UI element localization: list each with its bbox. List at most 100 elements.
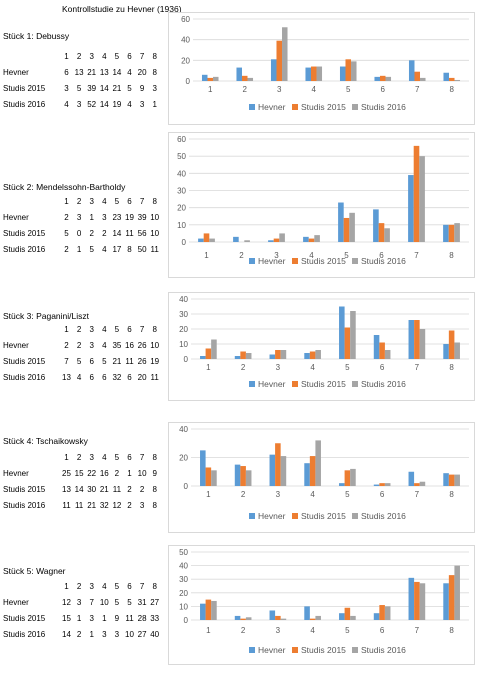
table-cell: 1 [152, 100, 157, 109]
bar-studis-2016 [211, 339, 217, 359]
table-header-cell: 5 [114, 52, 120, 61]
table-cell: 14 [99, 100, 109, 109]
table-cell: 3 [152, 84, 157, 93]
bar-hevner [339, 306, 345, 359]
legend-swatch [249, 647, 255, 653]
bar-hevner [443, 344, 449, 359]
table-header-cell: 1 [64, 582, 69, 591]
bar-studis-2016 [314, 235, 320, 242]
bar-chart: 0 20 40 1 2 3 4 5 6 7 8 Hevner Studis 2015 Studis 201… [168, 422, 475, 533]
bar-studis-2015 [379, 605, 385, 620]
table-header-cell: 7 [139, 52, 145, 61]
bar-hevner [373, 335, 380, 359]
table-header-cell: 6 [127, 52, 132, 61]
table-cell: 3 [76, 100, 82, 109]
bar-studis-2016 [350, 311, 356, 359]
table-row-label: Studis 2015 [3, 229, 46, 238]
legend-label: Studis 2016 [361, 645, 406, 655]
table-row-label: Studis 2016 [3, 501, 46, 510]
y-tick-label: 50 [179, 548, 188, 557]
bar-hevner [269, 454, 276, 486]
x-tick-label: 6 [379, 251, 384, 260]
table-cell: 14 [99, 84, 109, 93]
table-header-cell: 2 [76, 453, 82, 462]
table-cell: 28 [137, 614, 147, 623]
y-tick-label: 20 [179, 454, 188, 463]
legend-swatch [292, 647, 298, 653]
bar-studis-2015 [344, 607, 351, 620]
y-tick-label: 60 [181, 15, 190, 24]
piece-title: Stück 3: Paganini/Liszt [3, 311, 89, 321]
bar-hevner [198, 238, 204, 242]
legend-label: Studis 2016 [361, 102, 406, 112]
table-cell: 35 [112, 341, 122, 350]
table-row-label: Hevner [3, 213, 29, 222]
bar-studis-2015 [379, 342, 385, 359]
bar-hevner [339, 613, 345, 620]
bar-hevner [339, 483, 345, 486]
bar-studis-2015 [205, 467, 212, 486]
table-row-label: Hevner [3, 598, 29, 607]
bar-hevner [269, 354, 276, 359]
bar-studis-2015 [378, 223, 385, 242]
bar-chart: 0 10 20 30 40 50 60 1 2 3 4 5 6 7 8 Hevner Studis 2015 St… [168, 132, 475, 278]
table-row-label: Studis 2015 [3, 614, 46, 623]
bar-studis-2016 [420, 77, 426, 81]
piece-title: Stück 5: Wagner [3, 566, 66, 576]
table-cell: 1 [127, 469, 132, 478]
table-header-cell: 6 [127, 582, 132, 591]
table-cell: 11 [62, 501, 71, 510]
bar-hevner [234, 464, 241, 486]
table-header-cell: 1 [64, 197, 69, 206]
piece-title: Stück 4: Tschaikowsky [3, 436, 88, 446]
bar-studis-2016 [315, 440, 321, 486]
bar-studis-2016 [419, 583, 426, 620]
legend-label: Hevner [258, 511, 286, 521]
legend-swatch [352, 381, 358, 387]
bar-hevner [304, 606, 310, 620]
table-cell: 4 [102, 245, 107, 254]
bar-hevner [233, 236, 239, 242]
table-row-label: Studis 2015 [3, 485, 46, 494]
bar-hevner [443, 224, 449, 242]
table-cell: 2 [64, 213, 69, 222]
table-cell: 10 [150, 341, 160, 350]
bar-studis-2015 [275, 350, 281, 359]
legend-swatch [249, 381, 255, 387]
table-cell: 26 [137, 357, 147, 366]
x-tick-label: 5 [345, 626, 350, 635]
bar-hevner [200, 603, 206, 620]
table-cell: 9 [152, 469, 157, 478]
bar-studis-2015 [309, 456, 316, 486]
table-cell: 14 [112, 229, 122, 238]
table-cell: 19 [112, 100, 122, 109]
table-cell: 4 [64, 100, 69, 109]
bar-hevner [269, 610, 276, 620]
table-cell: 13 [62, 373, 71, 382]
bar-hevner [303, 236, 309, 242]
table-row-label: Studis 2016 [3, 373, 46, 382]
table-header-cell: 7 [139, 582, 145, 591]
bar-chart: 0 10 20 30 40 50 1 2 3 4 5 6 7 8 Hevner Studis 2015 Stud… [168, 545, 475, 665]
legend-swatch [249, 104, 255, 110]
table-cell: 10 [150, 229, 160, 238]
bar-hevner [443, 583, 449, 620]
bar-hevner [201, 74, 208, 81]
table-header-cell: 6 [127, 453, 132, 462]
legend-label: Hevner [258, 102, 286, 112]
table-cell: 56 [137, 229, 147, 238]
table-cell: 1 [102, 614, 107, 623]
table-cell: 2 [64, 245, 69, 254]
bar-studis-2016 [280, 456, 287, 486]
bar-hevner [304, 353, 310, 359]
table-cell: 4 [127, 68, 132, 77]
y-tick-label: 40 [179, 425, 188, 434]
table-header-cell: 4 [102, 582, 107, 591]
table-cell: 26 [137, 341, 147, 350]
legend-swatch [352, 258, 358, 264]
table-cell: 19 [125, 213, 134, 222]
x-tick-label: 1 [206, 363, 211, 372]
table-cell: 6 [89, 357, 94, 366]
table-cell: 3 [139, 501, 145, 510]
table-row-label: Studis 2016 [3, 630, 46, 639]
